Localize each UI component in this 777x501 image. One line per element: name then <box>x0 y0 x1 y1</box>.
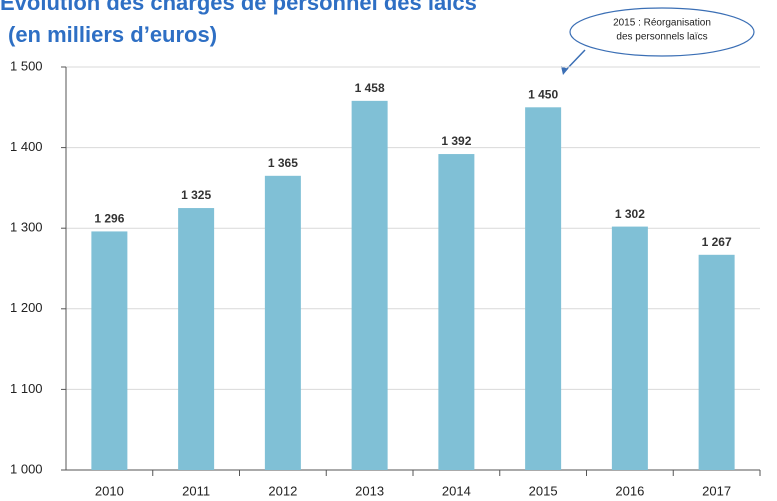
x-tick-label: 2015 <box>529 483 558 498</box>
bar <box>91 231 128 470</box>
bar <box>525 107 562 471</box>
chart-title: Évolution des charges de personnel des l… <box>0 0 477 15</box>
x-tick-label: 2013 <box>355 483 384 498</box>
value-label: 1 267 <box>702 235 732 249</box>
value-label: 1 302 <box>615 207 645 221</box>
y-tick-label: 1 300 <box>10 220 43 235</box>
annotation: 2015 : Réorganisation <box>613 18 711 29</box>
bar <box>178 208 215 471</box>
x-tick-label: 2011 <box>182 483 210 498</box>
x-tick-label: 2017 <box>702 483 731 498</box>
x-tick-label: 2016 <box>615 483 644 498</box>
bar <box>698 254 735 470</box>
callout <box>569 7 755 57</box>
value-label: 1 365 <box>268 156 298 170</box>
bar <box>264 175 301 470</box>
bar <box>438 154 475 470</box>
y-tick-label: 1 100 <box>10 381 43 396</box>
bar <box>611 226 648 470</box>
x-tick-label: 2012 <box>268 483 297 498</box>
bar <box>351 100 388 471</box>
value-label: 1 296 <box>94 212 124 226</box>
value-label: 1 458 <box>355 81 385 95</box>
x-tick-label: 2014 <box>442 483 471 498</box>
value-label: 1 325 <box>181 188 211 202</box>
y-tick-label: 1 500 <box>10 58 43 73</box>
value-label: 1 450 <box>528 87 558 101</box>
callout-arrowhead <box>561 66 568 75</box>
chart-subtitle: (en milliers d’euros) <box>8 22 217 47</box>
y-tick-label: 1 200 <box>10 300 43 315</box>
value-label: 1 392 <box>441 134 471 148</box>
annotation: des personnels laïcs <box>616 32 707 43</box>
y-tick-label: 1 000 <box>10 461 43 476</box>
x-tick-label: 2010 <box>95 483 124 498</box>
y-tick-label: 1 400 <box>10 139 43 154</box>
